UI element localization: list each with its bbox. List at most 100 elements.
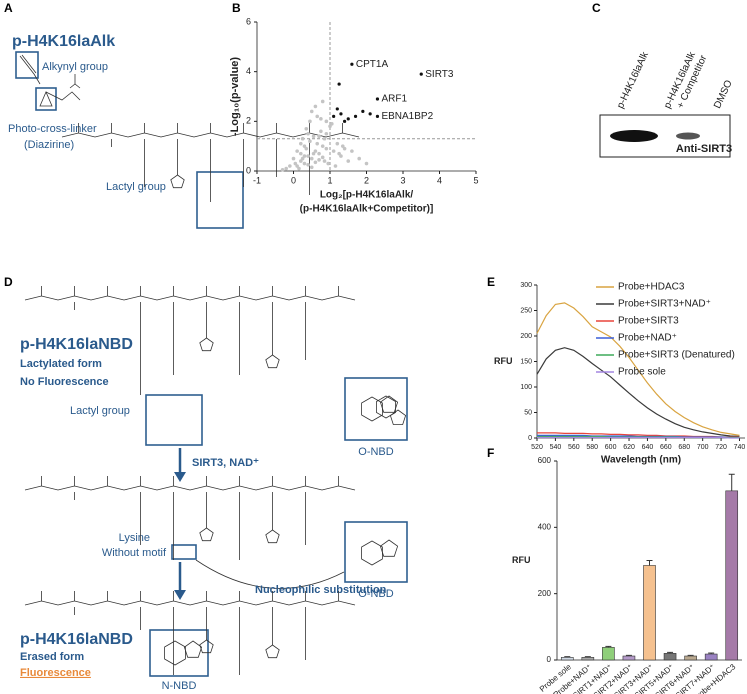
x-tick-label: 620 (623, 444, 635, 451)
letters: A B C D E F (4, 1, 601, 460)
point (309, 109, 314, 114)
label: No Fluorescence (20, 376, 109, 388)
legend-label: Probe+SIRT3 (618, 316, 679, 327)
bar (684, 655, 697, 661)
point (295, 149, 299, 153)
backbone (24, 485, 356, 491)
legend-label: Probe+SIRT3 (Denatured) (618, 350, 735, 361)
point (320, 144, 325, 148)
curved-arrow (195, 559, 345, 589)
point (302, 154, 307, 158)
ring (361, 396, 383, 422)
legend-label: Probe+NAD⁺ (618, 333, 677, 344)
probe-title: p-H4K16laAlk (12, 33, 115, 50)
ring (389, 409, 407, 425)
point (340, 144, 345, 148)
bar (622, 655, 636, 661)
y-tick-label: 0 (528, 435, 532, 442)
label: SIRT3, NAD⁺ (192, 457, 259, 469)
point (309, 156, 314, 161)
point (337, 151, 341, 156)
y-tick-label: 0 (547, 655, 552, 664)
x-tick-label: 520 (531, 444, 543, 451)
x-axis-label: (p-H4K16laAlk+Competitor)] (300, 204, 434, 215)
ring (164, 640, 186, 666)
point (330, 122, 334, 126)
label: Without motif (102, 547, 167, 559)
x-tick-label: 5 (473, 175, 478, 185)
point-label: SIRT3 (425, 69, 454, 80)
ring (265, 529, 280, 544)
point (313, 149, 318, 153)
bar (643, 565, 656, 661)
nbd-box (344, 377, 408, 441)
point (357, 156, 362, 161)
point-label: CPT1A (356, 59, 389, 70)
y-axis-label: RFU (512, 555, 531, 565)
bar (560, 657, 574, 661)
point (302, 161, 307, 166)
x-tick-label: 640 (642, 444, 654, 451)
point (311, 134, 316, 139)
point (375, 114, 380, 118)
point-label: ARF1 (381, 94, 407, 105)
point (328, 124, 332, 129)
x-axis-label: Log₂[p-H4K16laAlk/ (320, 190, 414, 201)
y-tick-label: 6 (246, 16, 251, 26)
point (311, 151, 316, 156)
bar (663, 653, 677, 661)
y-tick-label: 300 (520, 282, 532, 289)
point (306, 162, 310, 167)
point (304, 126, 309, 131)
point (375, 97, 380, 101)
label: O-NBD (358, 446, 394, 458)
x-tick-label: 580 (586, 444, 598, 451)
x-tick-label: 0 (291, 175, 296, 185)
label: Lactyl group (70, 405, 130, 417)
point (346, 117, 350, 121)
point (315, 114, 320, 119)
point (306, 154, 310, 158)
label: Alkynyl group (42, 61, 108, 73)
point (350, 62, 354, 66)
label: O-NBD (358, 588, 394, 600)
line (537, 436, 740, 439)
y-tick-label: 200 (538, 589, 552, 598)
x-tick-label: 540 (550, 444, 562, 451)
bar (725, 490, 739, 661)
y-tick-label: 0 (246, 165, 251, 175)
y-tick-label: 600 (538, 456, 552, 465)
ring (376, 395, 396, 419)
point (361, 109, 365, 113)
y-tick-label: 50 (524, 409, 532, 416)
point (368, 112, 372, 116)
y-tick-label: 250 (520, 307, 532, 314)
point (320, 99, 325, 104)
bar (581, 657, 595, 661)
point (319, 129, 323, 134)
arrowhead (174, 590, 186, 600)
point (317, 151, 321, 156)
panel-letter: D (4, 275, 13, 289)
point (335, 107, 339, 111)
point (315, 141, 320, 146)
y-tick-label: 100 (520, 384, 532, 391)
point (297, 166, 301, 171)
y-tick-label: 150 (520, 358, 532, 365)
alkyne-box (15, 51, 39, 79)
x-tick-label: 660 (660, 444, 672, 451)
point (317, 158, 321, 162)
point (291, 156, 296, 161)
backbone (24, 600, 356, 606)
ring (379, 539, 399, 557)
bar (704, 653, 718, 661)
line (536, 302, 740, 436)
ring (199, 527, 214, 542)
point (346, 159, 351, 163)
legend-label: Probe+HDAC3 (618, 282, 685, 293)
alkyne (19, 54, 41, 85)
panel-letter: F (487, 446, 494, 460)
label: Lactyl group (106, 181, 166, 193)
y-tick-label: 400 (538, 522, 552, 531)
point (333, 164, 338, 168)
